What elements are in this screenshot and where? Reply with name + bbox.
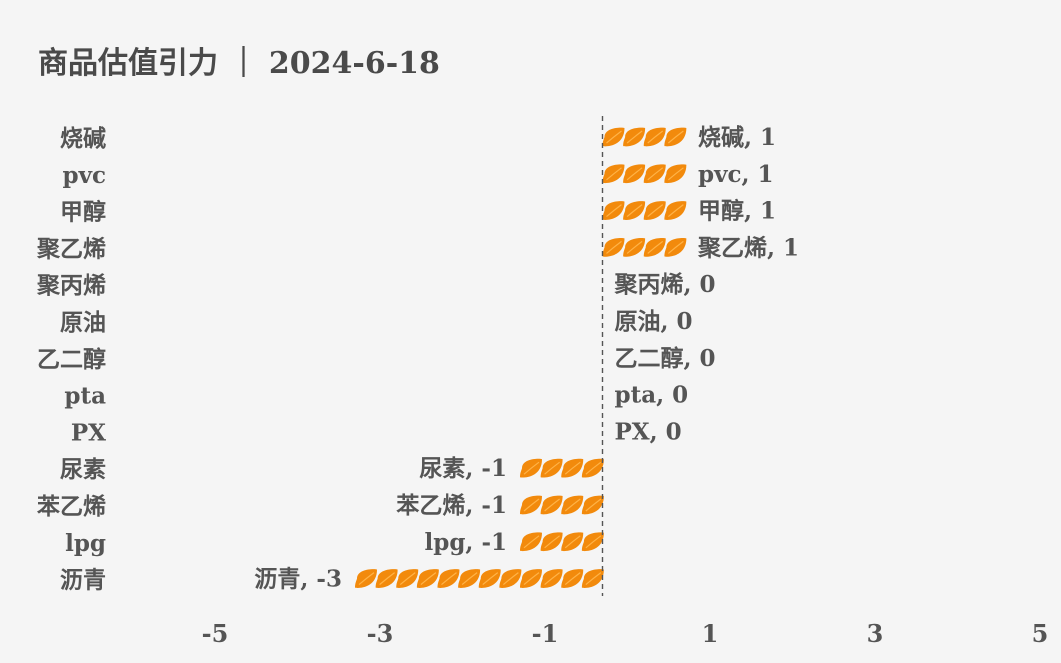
category-label: 原油 <box>60 309 106 336</box>
bar-leaf-vein <box>626 167 643 181</box>
bar-leaf-vein <box>667 130 684 144</box>
x-tick-label: 3 <box>867 619 884 648</box>
bar-leaf-vein <box>606 130 622 144</box>
data-label: pta, 0 <box>615 382 689 409</box>
bar-leaf-vein <box>647 204 664 218</box>
bar-leaf-vein <box>606 204 622 218</box>
bar-leaf-vein <box>379 572 395 586</box>
bar-leaf-vein <box>544 535 560 549</box>
bar-leaf-vein <box>647 130 664 144</box>
bars <box>355 127 687 588</box>
bar <box>520 458 604 478</box>
bar-leaf-vein <box>482 572 499 586</box>
data-labels: 烧碱, 1 pvc, 1 甲醇, 1 聚乙烯, 1 聚丙烯, 0 原油, 0 乙二醇, 0 p… <box>254 124 799 593</box>
bar-leaf-vein <box>606 167 622 181</box>
category-label: pta <box>64 383 106 410</box>
bar-leaf-vein <box>626 130 643 144</box>
data-label: 聚丙烯, 0 <box>614 271 716 298</box>
bar-leaf-vein <box>564 535 581 549</box>
data-label: 乙二醇, 0 <box>615 345 716 372</box>
category-label: 乙二醇 <box>37 346 106 373</box>
bar <box>602 127 687 147</box>
chart-title: 商品估值引力 ｜ 2024-6-18 <box>38 46 440 81</box>
bar-leaf-vein <box>523 535 540 549</box>
bar-leaf-vein <box>564 498 581 512</box>
category-label: PX <box>71 419 106 446</box>
category-label: 甲醇 <box>60 199 106 226</box>
bar-leaf-vein <box>420 572 437 586</box>
bar-leaf-vein <box>544 461 560 475</box>
x-tick-label: 1 <box>702 619 719 648</box>
data-label: 沥青, -3 <box>254 566 342 593</box>
bar-leaf-vein <box>502 572 519 586</box>
bar-leaf-vein <box>358 572 375 586</box>
bar-leaf-vein <box>585 535 602 549</box>
bar-leaf-vein <box>606 240 622 254</box>
bar-leaf-vein <box>667 167 684 181</box>
bar-leaf-vein <box>647 167 664 181</box>
x-tick-label: -5 <box>202 619 229 648</box>
bar-leaf-vein <box>564 461 581 475</box>
data-label: 聚乙烯, 1 <box>697 234 799 261</box>
bar-leaf-vein <box>523 572 540 586</box>
bar-leaf-vein <box>544 572 560 586</box>
bar <box>520 495 604 515</box>
data-label: 甲醇, 1 <box>698 198 776 225</box>
bar-leaf-vein <box>585 461 602 475</box>
bar-leaf-vein <box>523 498 540 512</box>
data-label: lpg, -1 <box>425 529 507 556</box>
bar-leaf-vein <box>647 240 664 254</box>
category-label: 聚丙烯 <box>36 272 106 299</box>
bar-leaf-vein <box>667 240 684 254</box>
x-tick-label: 5 <box>1032 619 1049 648</box>
bar-leaf-vein <box>585 498 602 512</box>
category-label: 聚乙烯 <box>36 235 106 262</box>
bar-leaf-vein <box>523 461 540 475</box>
category-label: 沥青 <box>60 567 106 594</box>
bar <box>355 569 604 588</box>
x-axis-ticks: -5 -3 -1 1 3 5 <box>202 619 1049 648</box>
category-label: 尿素 <box>60 456 106 483</box>
data-label: PX, 0 <box>615 418 682 445</box>
data-label: 烧碱, 1 <box>698 124 776 151</box>
data-label: 原油, 0 <box>615 308 693 335</box>
category-label: pvc <box>63 162 106 189</box>
bar-leaf-vein <box>667 204 684 218</box>
category-label: 苯乙烯 <box>36 493 106 520</box>
bar <box>520 532 604 552</box>
x-tick-label: -1 <box>532 619 559 648</box>
bar-leaf-vein <box>441 572 457 586</box>
bar <box>602 237 687 257</box>
bar-leaf-vein <box>544 498 560 512</box>
bar-leaf-vein <box>564 572 581 586</box>
category-label: lpg <box>65 530 106 557</box>
bar <box>602 201 687 220</box>
x-tick-label: -3 <box>367 619 394 648</box>
bar <box>602 164 687 184</box>
bar-leaf-vein <box>626 240 643 254</box>
bar-leaf-vein <box>626 204 643 218</box>
data-label: 苯乙烯, -1 <box>395 492 507 519</box>
data-label: pvc, 1 <box>698 161 773 188</box>
bar-leaf-vein <box>585 572 602 586</box>
bar-leaf-vein <box>461 572 478 586</box>
category-label: 烧碱 <box>60 125 106 152</box>
data-label: 尿素, -1 <box>419 455 507 482</box>
bar-leaf-vein <box>399 572 416 586</box>
